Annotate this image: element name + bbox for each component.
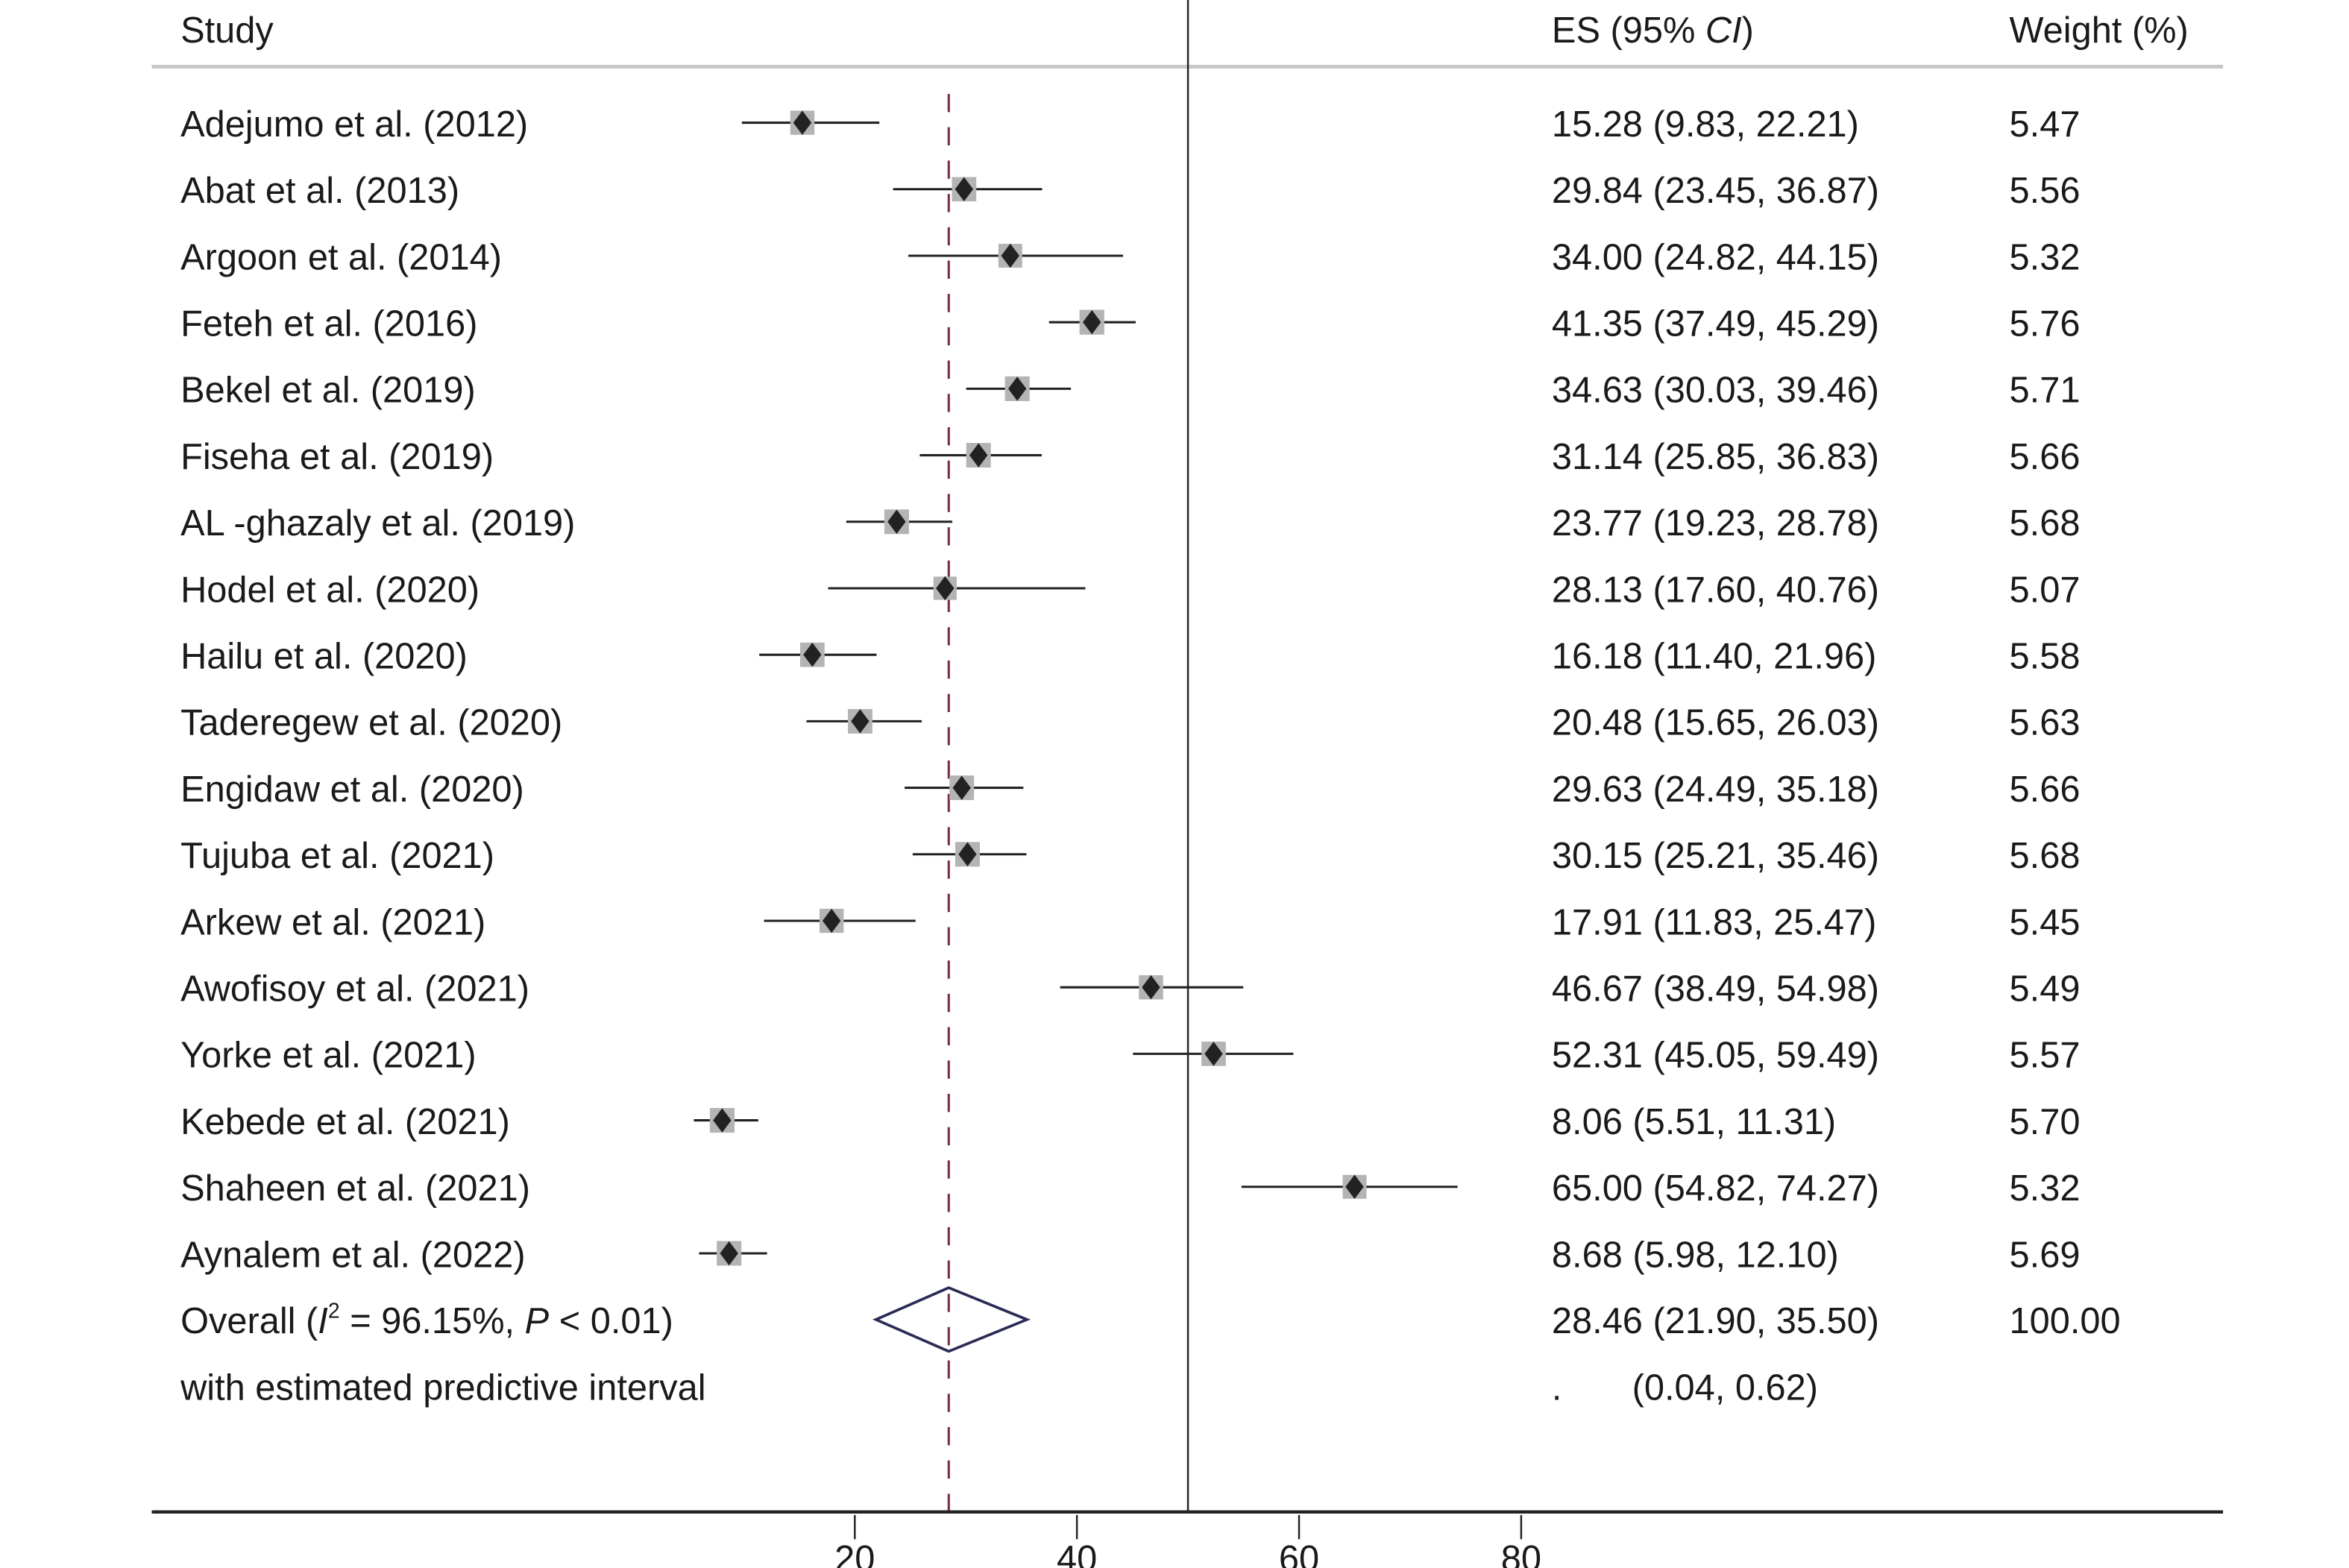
weight-text: 5.69 (2010, 1235, 2081, 1275)
weight-text: 5.68 (2010, 503, 2081, 544)
effect-size-text: 41.35 (37.49, 45.29) (1552, 303, 1879, 344)
predictive-interval-text: (0.04, 0.62) (1632, 1367, 1818, 1408)
overall-diamond (872, 1286, 1031, 1353)
study-label: Adejumo et al. (2012) (180, 104, 528, 145)
study-label: Taderegew et al. (2020) (180, 703, 562, 743)
overall-effect-size-text: 28.46 (21.90, 35.50) (1552, 1301, 1879, 1341)
overall-label: Overall (I2 = 96.15%, P < 0.01) (180, 1300, 673, 1341)
weight-text: 5.76 (2010, 303, 2081, 344)
predictive-interval-label: with estimated predictive interval (180, 1367, 705, 1408)
effect-size-text: 15.28 (9.83, 22.21) (1552, 104, 1859, 145)
x-tick-label: 60 (1279, 1539, 1319, 1568)
weight-text: 5.56 (2010, 171, 2081, 211)
study-label: AL -ghazaly et al. (2019) (180, 503, 575, 544)
point-estimate (1142, 975, 1160, 1000)
effect-size-text: 46.67 (38.49, 54.98) (1552, 969, 1879, 1009)
study-label: Fiseha et al. (2019) (180, 437, 494, 477)
effect-size-text: 17.91 (11.83, 25.47) (1552, 902, 1876, 942)
effect-size-text: 65.00 (54.82, 74.27) (1552, 1168, 1879, 1209)
study-label: Bekel et al. (2019) (180, 371, 476, 411)
weight-text: 5.58 (2010, 636, 2081, 676)
effect-size-text: 23.77 (19.23, 28.78) (1552, 503, 1879, 544)
point-estimate (1345, 1174, 1364, 1200)
x-tick-label: 40 (1057, 1539, 1097, 1568)
effect-size-text: 34.00 (24.82, 44.15) (1552, 237, 1879, 277)
weight-text: 5.66 (2010, 437, 2081, 477)
study-label: Hodel et al. (2020) (180, 570, 479, 610)
predictive-interval-dot: . (1552, 1367, 1562, 1408)
effect-size-text: 52.31 (45.05, 59.49) (1552, 1036, 1879, 1076)
study-label: Argoon et al. (2014) (180, 237, 502, 277)
study-label: Arkew et al. (2021) (180, 902, 485, 942)
header-es: ES (95% CI) (1552, 10, 1754, 51)
weight-text: 5.32 (2010, 1168, 2081, 1209)
weight-text: 5.70 (2010, 1102, 2081, 1142)
point-estimate (887, 509, 906, 535)
weight-text: 5.57 (2010, 1036, 2081, 1076)
weight-text: 5.68 (2010, 836, 2081, 876)
weight-text: 5.32 (2010, 237, 2081, 277)
study-label: Awofisoy et al. (2021) (180, 969, 529, 1009)
study-label: Yorke et al. (2021) (180, 1036, 477, 1076)
point-estimate (936, 576, 955, 601)
effect-size-text: 8.06 (5.51, 11.31) (1552, 1102, 1836, 1142)
effect-size-text: 29.63 (24.49, 35.18) (1552, 769, 1879, 810)
weight-text: 5.07 (2010, 570, 2081, 610)
study-label: Kebede et al. (2021) (180, 1102, 510, 1142)
effect-size-text: 20.48 (15.65, 26.03) (1552, 703, 1879, 743)
effect-size-text: 34.63 (30.03, 39.46) (1552, 371, 1879, 411)
study-label: Shaheen et al. (2021) (180, 1168, 530, 1209)
effect-size-text: 8.68 (5.98, 12.10) (1552, 1235, 1839, 1275)
point-estimate (1204, 1042, 1223, 1066)
x-tick-label: 20 (834, 1539, 875, 1568)
point-estimate (713, 1108, 732, 1133)
weight-text: 5.47 (2010, 104, 2081, 145)
x-tick-label: 80 (1501, 1539, 1541, 1568)
point-estimate (952, 775, 971, 800)
study-label: Abat et al. (2013) (180, 171, 459, 211)
point-estimate (822, 908, 841, 933)
overall-weight-text: 100.00 (2010, 1301, 2121, 1341)
effect-size-text: 30.15 (25.21, 35.46) (1552, 836, 1879, 876)
effect-size-text: 16.18 (11.40, 21.96) (1552, 636, 1876, 676)
study-label: Hailu et al. (2020) (180, 636, 468, 676)
weight-text: 5.71 (2010, 371, 2081, 411)
study-label: Aynalem et al. (2022) (180, 1235, 525, 1275)
study-label: Tujuba et al. (2021) (180, 836, 494, 876)
weight-text: 5.66 (2010, 769, 2081, 810)
weight-text: 5.49 (2010, 969, 2081, 1009)
header-study: Study (180, 10, 274, 51)
effect-size-text: 31.14 (25.85, 36.83) (1552, 437, 1879, 477)
study-label: Feteh et al. (2016) (180, 303, 477, 344)
study-label: Engidaw et al. (2020) (180, 769, 524, 810)
header-weight: Weight (%) (2010, 10, 2189, 51)
point-estimate (720, 1241, 738, 1266)
weight-text: 5.45 (2010, 902, 2081, 942)
effect-size-text: 28.13 (17.60, 40.76) (1552, 570, 1879, 610)
effect-size-text: 29.84 (23.45, 36.87) (1552, 171, 1879, 211)
point-estimate (955, 177, 974, 202)
weight-text: 5.63 (2010, 703, 2081, 743)
